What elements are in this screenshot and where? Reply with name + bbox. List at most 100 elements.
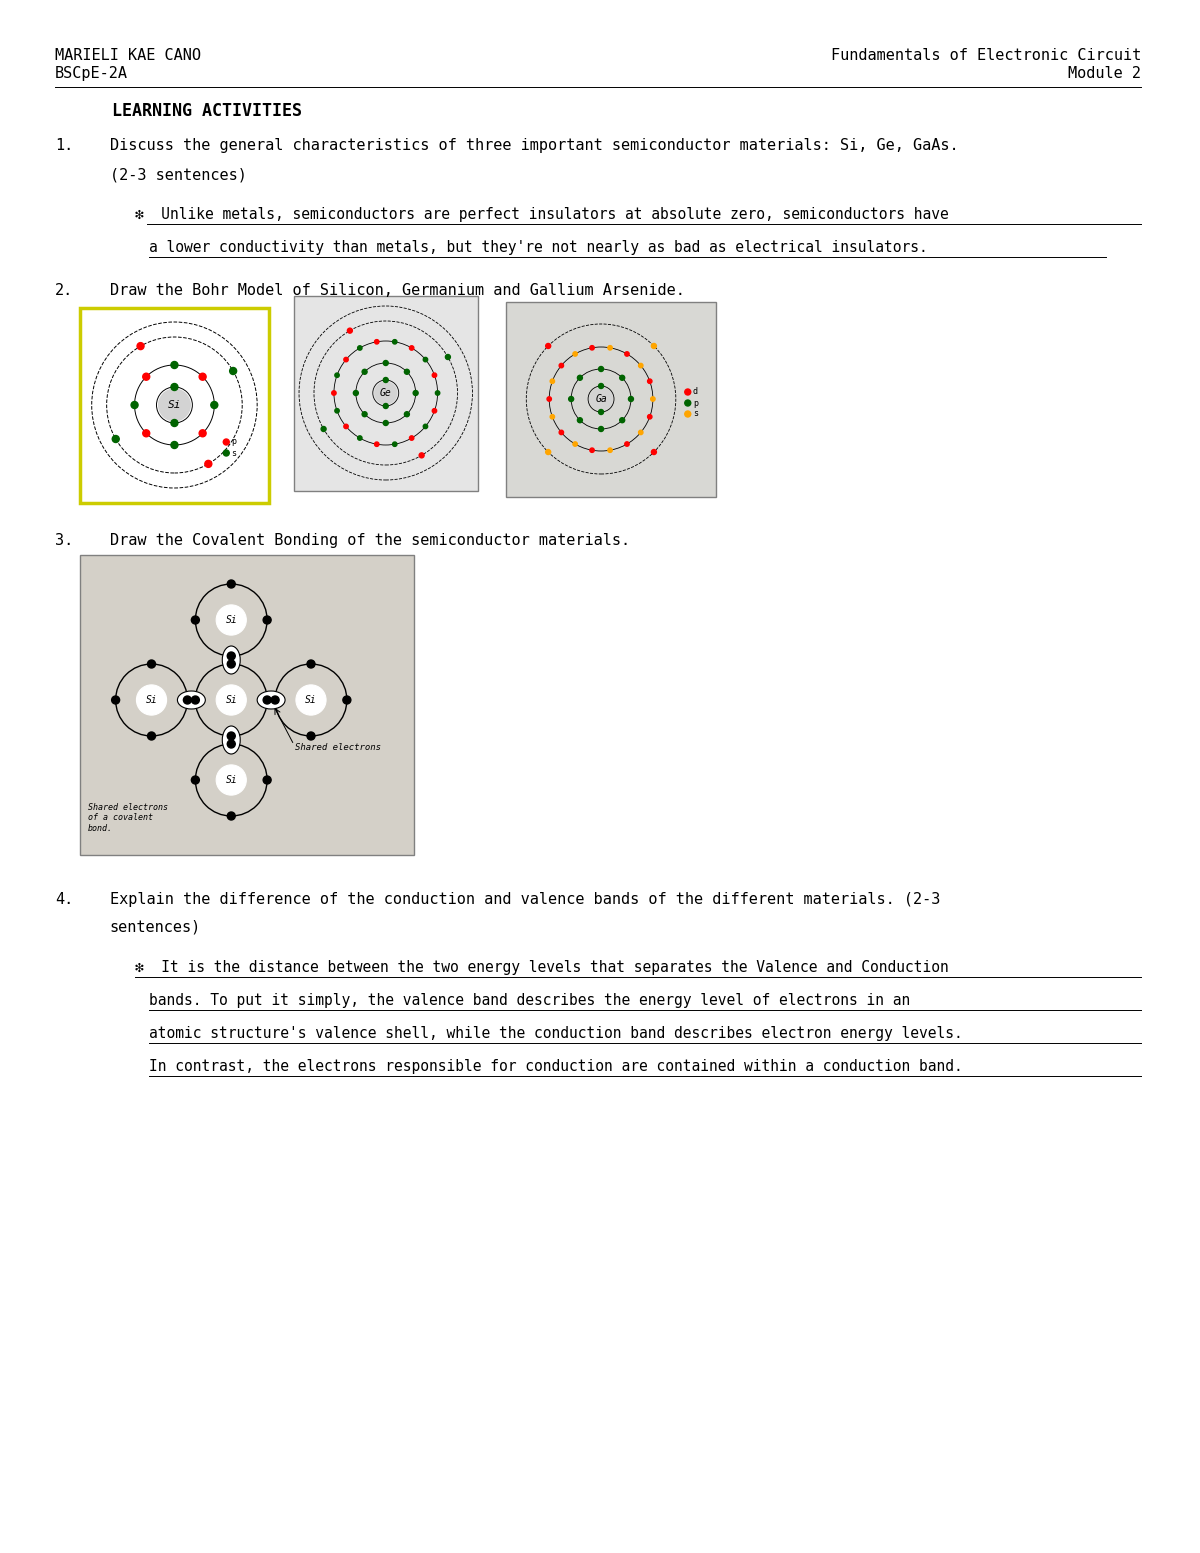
Circle shape bbox=[625, 443, 629, 446]
Circle shape bbox=[191, 617, 199, 624]
Circle shape bbox=[358, 436, 362, 439]
Circle shape bbox=[131, 402, 138, 408]
Circle shape bbox=[358, 346, 362, 349]
Circle shape bbox=[143, 373, 150, 380]
Circle shape bbox=[445, 354, 450, 359]
Circle shape bbox=[362, 412, 367, 416]
Circle shape bbox=[619, 376, 625, 380]
Circle shape bbox=[263, 776, 271, 784]
Circle shape bbox=[599, 367, 604, 371]
Text: bands. To put it simply, the valence band describes the energy level of electron: bands. To put it simply, the valence ban… bbox=[149, 992, 910, 1008]
Circle shape bbox=[362, 370, 367, 374]
Circle shape bbox=[409, 346, 414, 349]
Circle shape bbox=[148, 660, 156, 668]
Circle shape bbox=[547, 398, 552, 401]
Circle shape bbox=[608, 447, 612, 452]
Text: 2.: 2. bbox=[55, 283, 73, 298]
Circle shape bbox=[550, 415, 554, 419]
Circle shape bbox=[409, 436, 414, 439]
Circle shape bbox=[216, 685, 246, 714]
Circle shape bbox=[546, 449, 551, 455]
Text: Si: Si bbox=[168, 401, 181, 410]
Circle shape bbox=[404, 412, 409, 416]
Text: p: p bbox=[232, 438, 236, 447]
Text: Shared electrons: Shared electrons bbox=[295, 744, 382, 753]
Text: Draw the Covalent Bonding of the semiconductor materials.: Draw the Covalent Bonding of the semicon… bbox=[109, 533, 630, 548]
Circle shape bbox=[590, 388, 612, 410]
Circle shape bbox=[227, 579, 235, 589]
Circle shape bbox=[572, 353, 577, 356]
Ellipse shape bbox=[178, 691, 205, 710]
Circle shape bbox=[184, 696, 191, 704]
Text: 3.: 3. bbox=[55, 533, 73, 548]
Circle shape bbox=[432, 408, 437, 413]
Text: Si: Si bbox=[226, 775, 238, 784]
Circle shape bbox=[436, 391, 439, 394]
Circle shape bbox=[331, 391, 336, 394]
Circle shape bbox=[344, 424, 348, 429]
Circle shape bbox=[158, 388, 191, 421]
Ellipse shape bbox=[222, 725, 240, 755]
Circle shape bbox=[322, 427, 326, 432]
Circle shape bbox=[599, 410, 604, 415]
Circle shape bbox=[652, 343, 656, 348]
Circle shape bbox=[227, 731, 235, 739]
Text: Si: Si bbox=[226, 696, 238, 705]
Circle shape bbox=[347, 328, 353, 334]
Circle shape bbox=[216, 604, 246, 635]
Circle shape bbox=[599, 384, 604, 388]
Circle shape bbox=[263, 696, 271, 704]
Circle shape bbox=[137, 343, 144, 349]
Circle shape bbox=[170, 419, 178, 427]
Circle shape bbox=[199, 373, 206, 380]
Circle shape bbox=[413, 390, 418, 396]
Circle shape bbox=[648, 379, 652, 384]
Circle shape bbox=[113, 435, 119, 443]
Text: Ge: Ge bbox=[380, 388, 391, 398]
Text: 1.: 1. bbox=[55, 138, 73, 154]
Circle shape bbox=[170, 441, 178, 449]
Circle shape bbox=[307, 660, 314, 668]
Circle shape bbox=[227, 652, 235, 660]
Ellipse shape bbox=[222, 646, 240, 674]
Text: (2-3 sentences): (2-3 sentences) bbox=[109, 168, 246, 183]
Text: LEARNING ACTIVITIES: LEARNING ACTIVITIES bbox=[72, 102, 301, 120]
Circle shape bbox=[550, 379, 554, 384]
Circle shape bbox=[685, 412, 691, 418]
Bar bbox=[79, 554, 414, 856]
Text: Si: Si bbox=[145, 696, 157, 705]
Circle shape bbox=[590, 346, 594, 349]
Circle shape bbox=[559, 430, 564, 435]
Circle shape bbox=[223, 439, 229, 446]
Ellipse shape bbox=[257, 691, 286, 710]
Text: s: s bbox=[692, 410, 697, 418]
Circle shape bbox=[344, 357, 348, 362]
Text: In contrast, the electrons responsible for conduction are contained within a con: In contrast, the electrons responsible f… bbox=[149, 1059, 962, 1075]
Circle shape bbox=[112, 696, 120, 704]
Circle shape bbox=[227, 660, 235, 668]
Text: ❇  It is the distance between the two energy levels that separates the Valence a: ❇ It is the distance between the two ene… bbox=[134, 960, 948, 975]
Circle shape bbox=[191, 776, 199, 784]
Circle shape bbox=[374, 443, 379, 446]
Text: Shared electrons
of a covalent
bond.: Shared electrons of a covalent bond. bbox=[88, 803, 168, 832]
Bar bbox=[506, 301, 715, 497]
Text: atomic structure's valence shell, while the conduction band describes electron e: atomic structure's valence shell, while … bbox=[149, 1027, 962, 1041]
Circle shape bbox=[148, 731, 156, 739]
Circle shape bbox=[374, 340, 379, 345]
Text: 4.: 4. bbox=[55, 891, 73, 907]
Circle shape bbox=[296, 685, 326, 714]
Circle shape bbox=[223, 450, 229, 457]
Circle shape bbox=[404, 370, 409, 374]
Bar bbox=[79, 307, 269, 503]
Circle shape bbox=[227, 812, 235, 820]
Text: s: s bbox=[232, 449, 236, 458]
Circle shape bbox=[199, 430, 206, 436]
Text: a lower conductivity than metals, but they're not nearly as bad as electrical in: a lower conductivity than metals, but th… bbox=[149, 241, 928, 255]
Circle shape bbox=[374, 382, 397, 404]
Circle shape bbox=[652, 449, 656, 455]
Text: Ga: Ga bbox=[595, 394, 607, 404]
Circle shape bbox=[648, 415, 652, 419]
Circle shape bbox=[432, 373, 437, 377]
Circle shape bbox=[638, 363, 643, 368]
Text: Explain the difference of the conduction and valence bands of the different mate: Explain the difference of the conduction… bbox=[109, 891, 940, 907]
